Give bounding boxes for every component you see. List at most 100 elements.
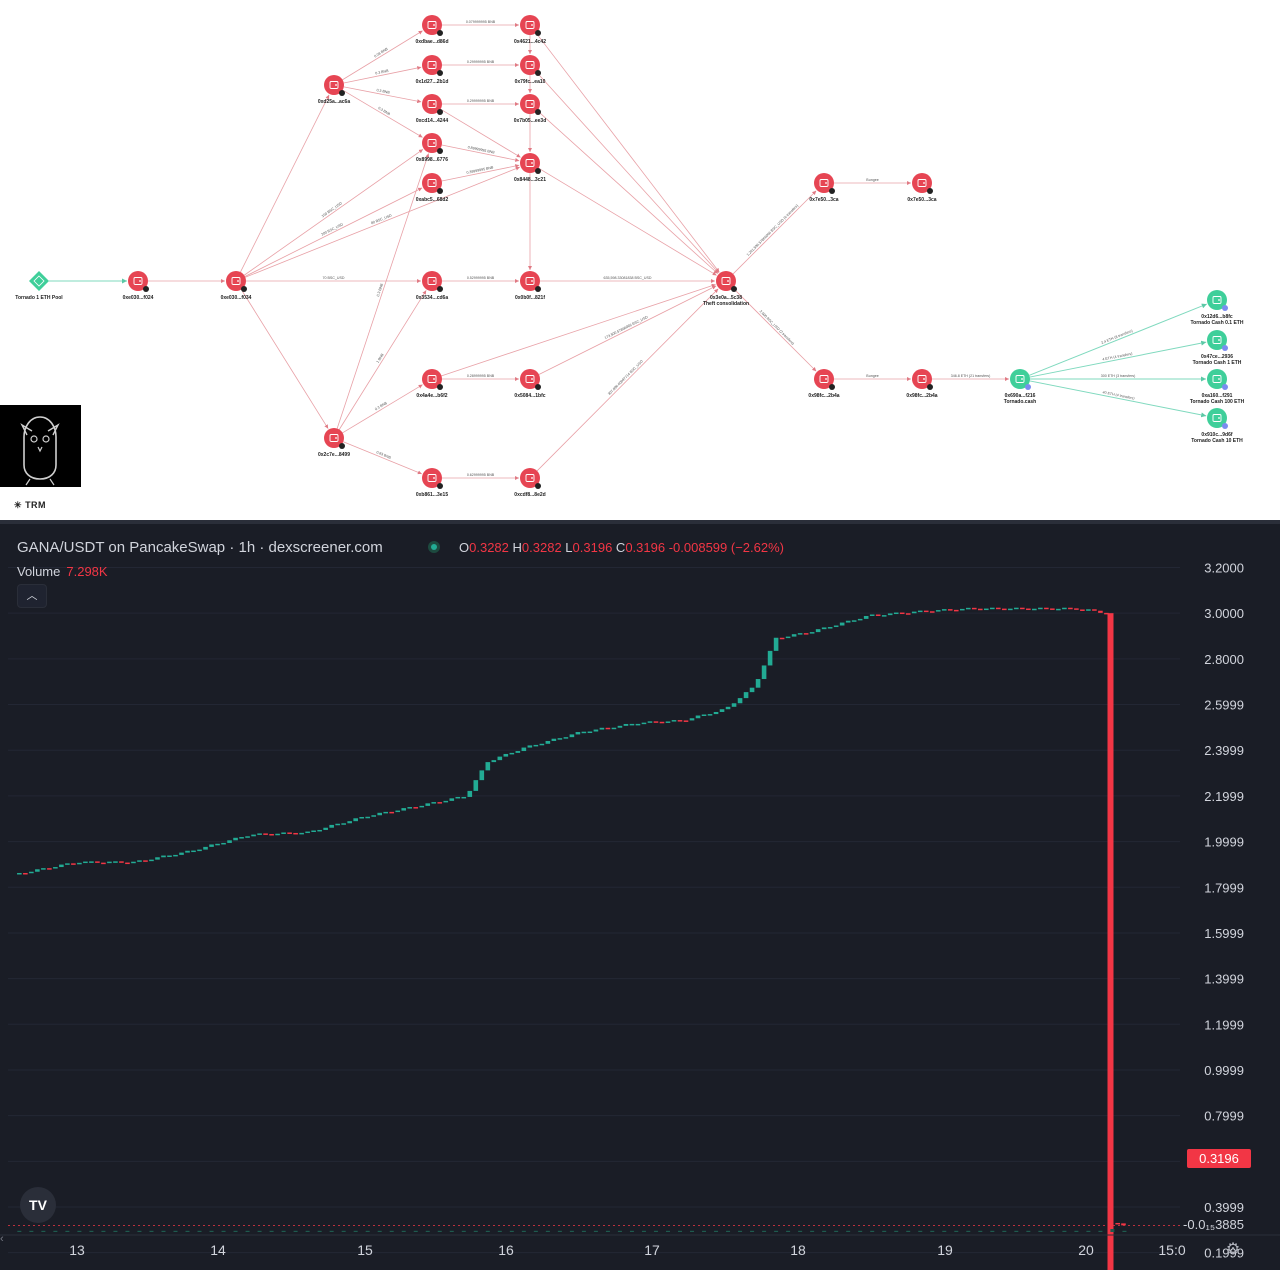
volume-bar: [185, 1230, 190, 1232]
wallet-node[interactable]: 0x98fc...2b4a: [906, 369, 938, 399]
y-tick-label: 3.2000: [1204, 561, 1244, 576]
graph-edge[interactable]: [1029, 380, 1207, 418]
wallet-node[interactable]: 0xe030...f024: [123, 271, 154, 301]
graph-edge[interactable]: [342, 30, 423, 81]
graph-edge[interactable]: [732, 287, 817, 372]
wallet-node[interactable]: 0x1d27...2b1d: [416, 55, 449, 85]
graph-edge[interactable]: [1029, 303, 1207, 376]
graph-edge[interactable]: [537, 110, 719, 274]
wallet-node[interactable]: 0x4a4e...b6f2: [416, 369, 448, 399]
graph-edge[interactable]: [441, 164, 520, 182]
gear-icon[interactable]: ⚙: [1225, 1241, 1241, 1258]
graph-edge[interactable]: [343, 66, 422, 84]
graph-edge[interactable]: [536, 288, 719, 472]
candle: [1092, 609, 1097, 611]
candle: [984, 608, 989, 611]
wallet-node[interactable]: 0x7e50...3ca: [907, 173, 937, 203]
candle: [317, 829, 322, 832]
wallet-node[interactable]: 0xcdf8...8e2d: [514, 468, 546, 498]
node-label: 0x3e0a...5c38: [710, 295, 742, 301]
candle: [990, 607, 995, 610]
graph-edge[interactable]: [243, 149, 424, 276]
volume-bar: [1098, 1230, 1103, 1232]
volume-bar: [413, 1230, 418, 1232]
candle: [485, 762, 491, 771]
wallet-node[interactable]: 0x5084...1bfc: [514, 369, 546, 399]
graph-edge[interactable]: [343, 86, 422, 104]
volume-bar: [137, 1230, 142, 1232]
graph-edge[interactable]: [732, 190, 817, 275]
x-tick-label: 15:0: [1158, 1242, 1185, 1258]
graph-edge[interactable]: [441, 144, 520, 162]
candle: [947, 609, 953, 611]
graph-edge[interactable]: [538, 167, 717, 276]
wallet-node[interactable]: 0x8998...6776: [416, 133, 448, 163]
wallet-node[interactable]: 0x4621...4c42: [514, 15, 546, 45]
tornado-pool-node[interactable]: Tornado 1 ETH Pool: [15, 271, 63, 301]
wallet-node[interactable]: 0x2c7e...8499: [318, 428, 350, 458]
candle: [1115, 1222, 1121, 1225]
wallet-node[interactable]: 0xd25a...ac6a: [318, 75, 350, 105]
candle: [557, 738, 563, 740]
edge-label: 0.08 BNB: [373, 47, 389, 59]
wallet-node[interactable]: 0xb861...3e15: [416, 468, 448, 498]
volume-bar: [653, 1230, 658, 1232]
scroll-left-icon[interactable]: ‹: [0, 1233, 4, 1245]
graph-edge[interactable]: [440, 108, 521, 158]
graph-edge[interactable]: [535, 32, 720, 273]
graph-edge[interactable]: [441, 283, 716, 377]
wallet-icon: [819, 179, 829, 187]
graph-edge[interactable]: [245, 166, 520, 278]
graph-edge[interactable]: [536, 72, 719, 274]
wallet-node[interactable]: 0x98fc...2b4a: [808, 369, 840, 399]
wallet-node[interactable]: 0xabc5...68d2: [416, 173, 449, 203]
graph-edge[interactable]: [240, 94, 330, 273]
x-tick-label: 18: [790, 1242, 806, 1258]
wallet-node[interactable]: 0xdbae...d86d: [415, 15, 449, 45]
candle: [827, 627, 833, 629]
candle: [107, 861, 112, 864]
graph-edge[interactable]: [342, 384, 423, 434]
volume-bar: [954, 1230, 959, 1232]
graph-edge[interactable]: [1029, 340, 1207, 378]
candle: [569, 734, 575, 738]
edge-label: 4 ETH (4 transfers): [1102, 352, 1133, 362]
wallet-node[interactable]: 0x8448...3c21: [514, 153, 546, 183]
wallet-node[interactable]: 0x79fc...ea10: [515, 55, 546, 85]
node-label: 0x98fc...2b4a: [808, 393, 839, 399]
volume-bar: [41, 1230, 46, 1232]
candle: [479, 770, 485, 781]
candle: [845, 620, 851, 623]
volume-bar: [257, 1230, 262, 1232]
change-value: -0.008599 (−2.62%): [668, 540, 784, 555]
graph-edge[interactable]: [240, 289, 329, 429]
node-sublabel: Theft consolidation: [703, 301, 749, 307]
candle: [527, 745, 533, 748]
candle: [893, 612, 899, 615]
chart-title: GANA/USDT on PancakeSwap · 1h · dexscree…: [17, 539, 383, 556]
candle: [689, 718, 695, 721]
graph-edge[interactable]: [336, 153, 430, 429]
price-chart-canvas[interactable]: 3.2000 3.0000 2.8000 2.5999 2.3999 2.1999 1.99…: [0, 524, 1280, 1270]
candle: [515, 751, 521, 753]
collapse-legend-button[interactable]: ︿: [17, 584, 47, 608]
graph-edge[interactable]: [338, 290, 427, 430]
wallet-node[interactable]: 0xe030...f034: [221, 271, 252, 301]
graph-edge[interactable]: [342, 89, 423, 138]
wallet-node[interactable]: 0x0b0f...821f: [515, 271, 545, 301]
wallet-node[interactable]: 0xcd14...4244: [416, 94, 448, 124]
wallet-node[interactable]: 0x7b05...ee3d: [514, 94, 547, 124]
wallet-node[interactable]: 0x7e50...3ca: [809, 173, 839, 203]
wallet-node[interactable]: 0x3534...cd6a: [416, 271, 448, 301]
tradingview-logo[interactable]: TV: [20, 1187, 56, 1223]
graph-edge[interactable]: [538, 285, 717, 375]
graph-edge[interactable]: [343, 441, 422, 475]
graph-edge[interactable]: [244, 187, 423, 277]
candle: [713, 711, 719, 715]
